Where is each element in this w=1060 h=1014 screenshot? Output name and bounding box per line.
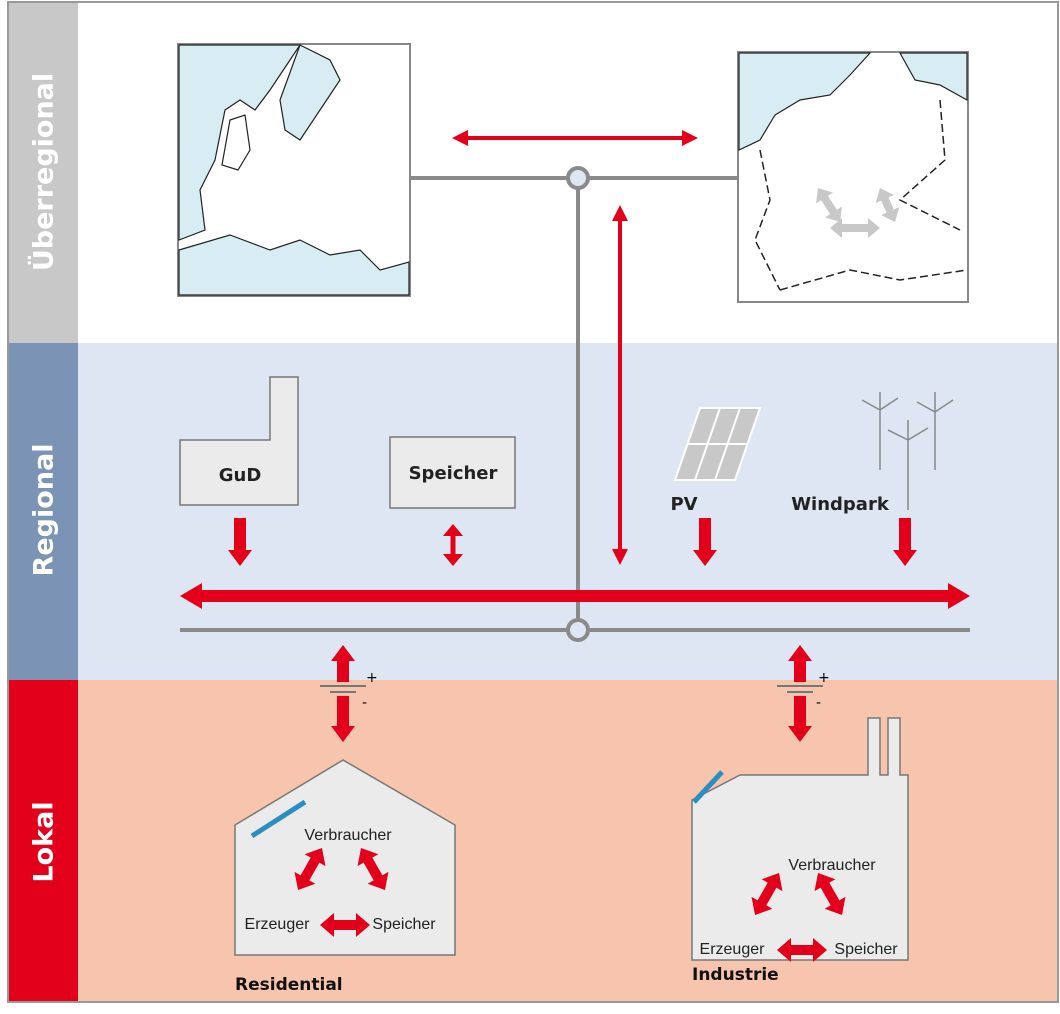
plant-label: Windpark — [791, 494, 890, 515]
plant-label: Speicher — [409, 463, 498, 484]
sign: + — [818, 670, 830, 686]
sign: + — [366, 670, 378, 686]
arrow — [777, 938, 827, 962]
sign: - — [362, 695, 367, 711]
wind-turbines — [861, 392, 954, 510]
arrow — [788, 696, 812, 742]
arrow — [612, 205, 628, 565]
side-top — [8, 2, 78, 343]
frame — [7, 1, 1059, 1003]
arrow — [228, 518, 252, 566]
europe-map — [177, 43, 411, 297]
gud-plant — [179, 376, 299, 506]
arrow — [751, 872, 783, 915]
side-local — [8, 680, 78, 1002]
level-label: Lokal — [29, 801, 60, 882]
arrow — [816, 188, 842, 223]
item-label: Verbraucher — [788, 857, 876, 874]
arrow — [180, 583, 970, 609]
arrow — [331, 645, 355, 682]
level-label: Überregional — [27, 73, 60, 271]
item-label: Speicher — [834, 941, 898, 958]
item-label: Verbraucher — [304, 827, 392, 844]
factory — [691, 717, 909, 961]
grid-lines — [180, 166, 970, 642]
solar-panel — [692, 770, 724, 804]
side-regional — [8, 343, 78, 680]
germany-map — [737, 51, 969, 303]
storage-plant — [389, 436, 516, 509]
arrow — [294, 847, 326, 890]
plant-label: GuD — [219, 465, 262, 486]
arrow — [693, 518, 717, 566]
item-label: Erzeuger — [245, 916, 311, 933]
meter-symbol — [320, 685, 823, 693]
arrow — [331, 696, 355, 742]
item-label: Erzeuger — [700, 941, 766, 958]
arrow — [814, 872, 846, 915]
building-label: Industrie — [692, 965, 779, 985]
plant-label: PV — [670, 494, 697, 515]
arrow — [452, 130, 698, 146]
arrow — [320, 913, 370, 937]
arrow — [875, 188, 900, 222]
arrow — [788, 645, 812, 682]
sign: - — [816, 695, 821, 711]
building-label: Residential — [235, 975, 343, 995]
item-label: Speicher — [372, 916, 436, 933]
band-regional — [8, 343, 1058, 680]
solar-panel — [250, 799, 307, 839]
arrow — [893, 518, 917, 566]
arrow — [443, 524, 463, 566]
arrow — [830, 218, 880, 238]
level-label: Regional — [29, 444, 60, 577]
arrow — [357, 847, 389, 890]
pv-panel — [673, 407, 762, 481]
